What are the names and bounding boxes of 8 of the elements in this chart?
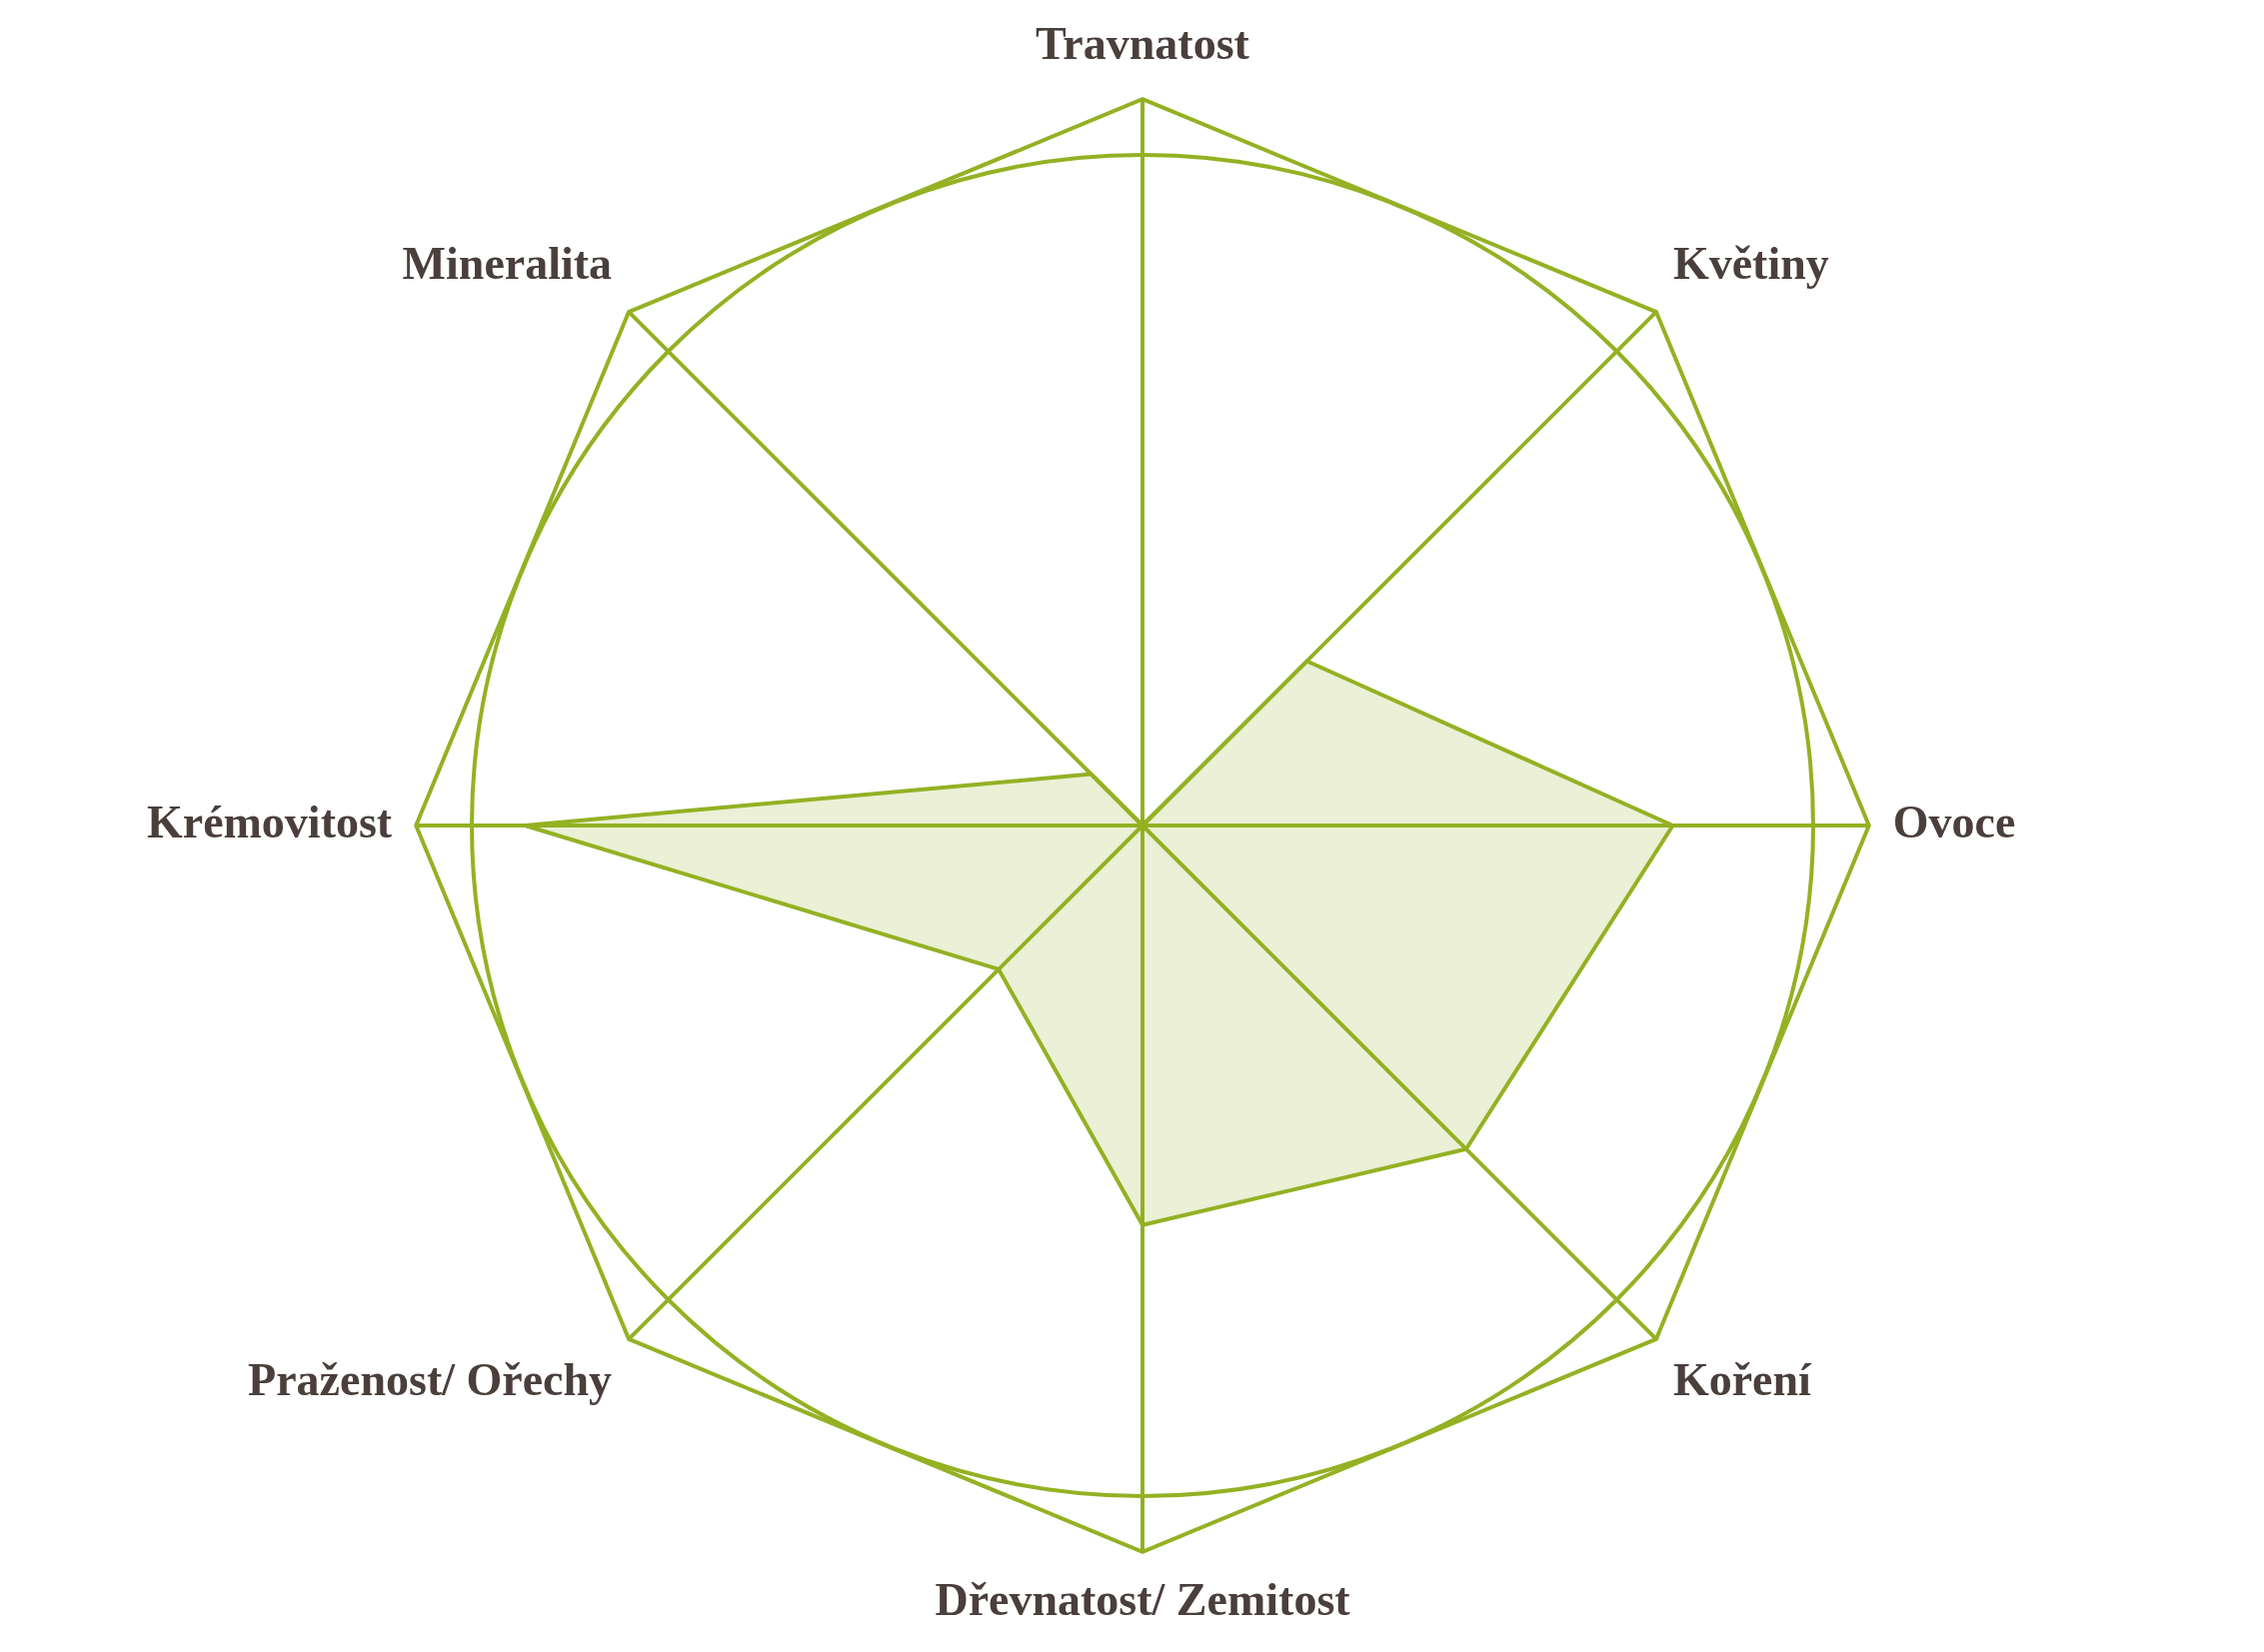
spoke-label: Krémovitost xyxy=(146,796,393,847)
spoke-label: Koření xyxy=(1672,1354,1813,1406)
spoke-label: Mineralita xyxy=(402,238,613,290)
spoke-label: Travnatost xyxy=(1036,18,1250,70)
spoke-label: Květiny xyxy=(1672,238,1829,290)
spoke-label: Dřevnatost/ Zemitost xyxy=(935,1574,1351,1626)
spoke-label: Ovoce xyxy=(1892,796,2016,847)
spoke-label: Praženost/ Ořechy xyxy=(248,1354,613,1406)
